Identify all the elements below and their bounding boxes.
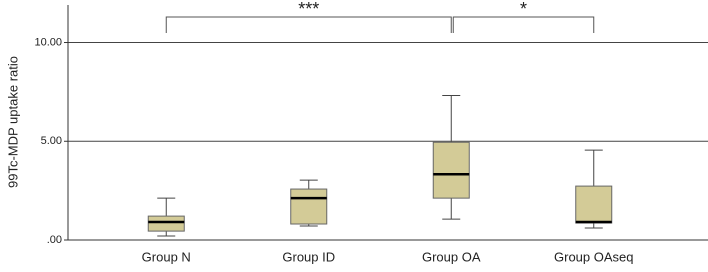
- y-tick-label: 10.00: [34, 36, 62, 48]
- y-tick-label: 5.00: [41, 135, 62, 147]
- significance-bracket: [452, 16, 595, 33]
- box: [290, 188, 328, 225]
- box: [432, 141, 470, 199]
- significance-bracket: [165, 16, 452, 33]
- x-tick-label: Group OA: [422, 249, 481, 264]
- y-axis-label: 99Tc-MDP uptake ratio: [5, 56, 20, 188]
- x-tick-label: Group ID: [282, 249, 335, 264]
- box: [147, 215, 185, 232]
- x-tick-label: Group OAseq: [554, 249, 634, 264]
- significance-label: ***: [298, 0, 319, 19]
- significance-label: *: [520, 0, 527, 19]
- x-tick-label: Group N: [142, 249, 191, 264]
- y-tick-label: .00: [47, 234, 62, 246]
- box: [575, 185, 613, 224]
